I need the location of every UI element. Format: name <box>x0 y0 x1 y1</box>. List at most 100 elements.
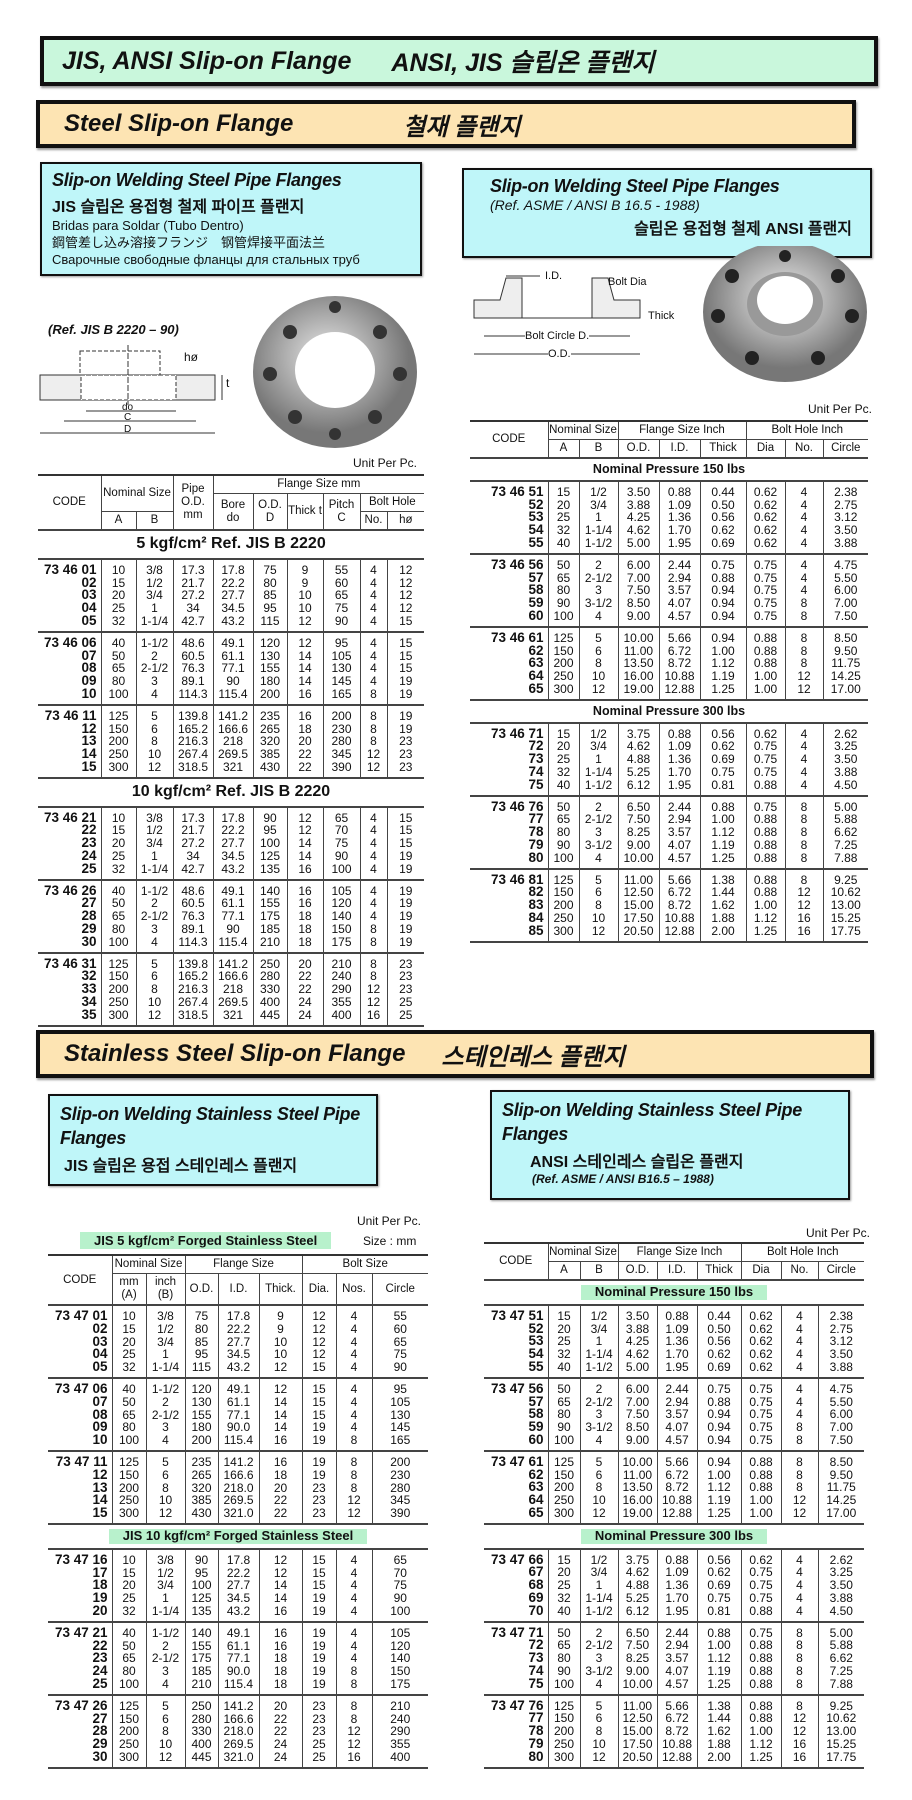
value-cell: 0.56 <box>696 1335 741 1349</box>
value-cell: 10 <box>145 1738 185 1751</box>
info-ref: (Ref. ASME / ANSI B16.5 – 1988) <box>532 1172 714 1186</box>
value-cell: 5.50 <box>822 571 869 585</box>
value-cell: 14 <box>258 1395 302 1409</box>
unit-label: Unit Per Pc. <box>808 402 873 416</box>
value-cell: 4 <box>784 766 823 779</box>
value-cell: 27.7 <box>212 589 253 603</box>
value-cell: 0.88 <box>658 479 700 499</box>
value-cell: 1-1/4 <box>145 1605 185 1622</box>
table-row: 05 32 1-1/4 115 43.2 12 15 4 90 <box>48 1360 428 1378</box>
value-cell: 16 <box>258 1620 302 1640</box>
value-cell: 175 <box>371 1678 428 1695</box>
value-cell: 50 <box>547 794 579 814</box>
value-cell: 1.00 <box>696 1468 741 1482</box>
value-cell: 11.75 <box>817 1481 865 1495</box>
title-en: JIS, ANSI Slip-on Flange <box>62 46 352 75</box>
value-cell: 4 <box>335 1639 372 1653</box>
value-cell: 12 <box>578 924 618 943</box>
section-title: JIS 10 kgf/cm² Forged Stainless Steel <box>108 1528 368 1544</box>
value-cell: 0.75 <box>740 1566 781 1580</box>
value-cell: 210 <box>252 935 287 953</box>
value-cell: 0.62 <box>745 498 785 512</box>
value-cell: 80 <box>184 1322 218 1336</box>
value-cell: 10 <box>286 602 323 615</box>
value-cell: 80 <box>547 584 579 598</box>
value-cell: 0.75 <box>740 1376 781 1396</box>
value-cell: 2.44 <box>658 552 700 572</box>
code-cell: 79 <box>528 1735 544 1751</box>
table-row: 14 250 10 267.4 269.5 385 22 345 12 23 <box>38 747 425 761</box>
value-cell: 80 <box>100 675 136 688</box>
col-flange: Flange Size Inch <box>617 421 747 440</box>
ss-banner-kr: 스테인레스 플랜지 <box>441 1043 625 1071</box>
value-cell: 16 <box>780 1750 818 1769</box>
value-cell: 150 <box>322 923 360 936</box>
value-cell: 115 <box>252 615 287 632</box>
code-cell: 65 <box>528 680 544 696</box>
col-no: No. <box>359 511 388 531</box>
col-thick: Thick <box>696 1261 742 1281</box>
value-cell: 7.25 <box>817 1665 865 1678</box>
value-cell: 1.36 <box>658 511 700 525</box>
ss-ansi-table: CODE Nominal Size Flange Size Inch Bolt … <box>484 1242 865 1769</box>
value-cell: 23 <box>301 1494 336 1508</box>
value-cell: 5.00 <box>617 537 659 554</box>
value-cell: 40 <box>547 778 579 796</box>
value-cell: 269.5 <box>217 1738 259 1751</box>
value-cell: 15 <box>386 630 425 650</box>
table-row: 55 40 1-1/2 5.00 1.95 0.69 0.62 4 3.88 <box>470 536 869 554</box>
value-cell: 2-1/2 <box>578 813 618 827</box>
table-row: 20 32 1-1/4 135 43.2 16 19 4 100 <box>48 1604 428 1622</box>
value-cell: 18 <box>286 935 323 953</box>
value-cell: 0.75 <box>740 1421 781 1434</box>
value-cell: 16 <box>335 1751 372 1769</box>
value-cell: 4.57 <box>656 1434 697 1451</box>
value-cell: 18 <box>258 1678 302 1695</box>
value-cell: 50 <box>100 649 136 663</box>
value-cell: 23 <box>386 761 425 778</box>
value-cell: 10.62 <box>817 1712 865 1726</box>
value-cell: 150 <box>111 1468 146 1482</box>
value-cell: 1-1/2 <box>145 1620 185 1640</box>
value-cell: 0.88 <box>740 1639 781 1653</box>
value-cell: 50 <box>547 1376 580 1396</box>
steel-ansi-table: CODE Nominal Size Flange Size Inch Bolt … <box>470 420 869 943</box>
table-row: 59 90 3-1/2 8.50 4.07 0.94 0.75 8 7.00 <box>484 1420 865 1434</box>
col-code: CODE <box>48 1255 113 1306</box>
code-cell: 29 <box>81 920 97 936</box>
value-cell: 19 <box>301 1592 336 1605</box>
value-cell: 4 <box>784 498 823 512</box>
value-cell: 15 <box>547 1547 580 1567</box>
value-cell: 250 <box>100 748 136 761</box>
section-header-row: 10 kgf/cm² Ref. JIS B 2220 <box>38 776 425 807</box>
dim-c: C <box>124 412 132 423</box>
value-cell: 8 <box>145 1725 185 1739</box>
value-cell: 8 <box>335 1678 372 1695</box>
table-row: 73 80 3 8.25 3.57 1.12 0.88 8 6.62 <box>484 1651 865 1665</box>
value-cell: 8 <box>579 1481 618 1495</box>
value-cell: 8 <box>780 1449 818 1469</box>
value-cell: 11.00 <box>617 1468 657 1482</box>
value-cell: 430 <box>252 761 287 778</box>
value-cell: 320 <box>184 1481 218 1495</box>
value-cell: 321 <box>212 1008 253 1027</box>
table-row: 35 300 12 318.5 321 445 24 400 16 25 <box>38 1008 425 1027</box>
value-cell: 32 <box>547 1348 580 1361</box>
value-cell: 8 <box>780 1693 818 1713</box>
value-cell: 4.07 <box>658 597 700 610</box>
value-cell: 6 <box>579 1468 618 1482</box>
col-circle: Circle <box>822 439 869 459</box>
value-cell: 0.94 <box>699 625 746 645</box>
value-cell: 1.70 <box>656 1348 697 1361</box>
value-cell: 49.1 <box>217 1376 259 1396</box>
value-cell: 4.57 <box>658 610 700 627</box>
section-title-cell: 5 kgf/cm² Ref. JIS B 2220 <box>38 529 425 559</box>
code-cell: 73 46 81 <box>470 867 548 887</box>
value-cell: 5.00 <box>617 1361 657 1378</box>
value-cell: 115.4 <box>212 688 253 705</box>
value-cell: 1.38 <box>696 1693 741 1713</box>
col-h: hø <box>386 511 425 531</box>
value-cell: 14 <box>286 850 323 863</box>
value-cell: 1-1/2 <box>579 1604 618 1622</box>
table-row: 24 25 1 34 34.5 125 14 90 4 19 <box>38 849 425 863</box>
